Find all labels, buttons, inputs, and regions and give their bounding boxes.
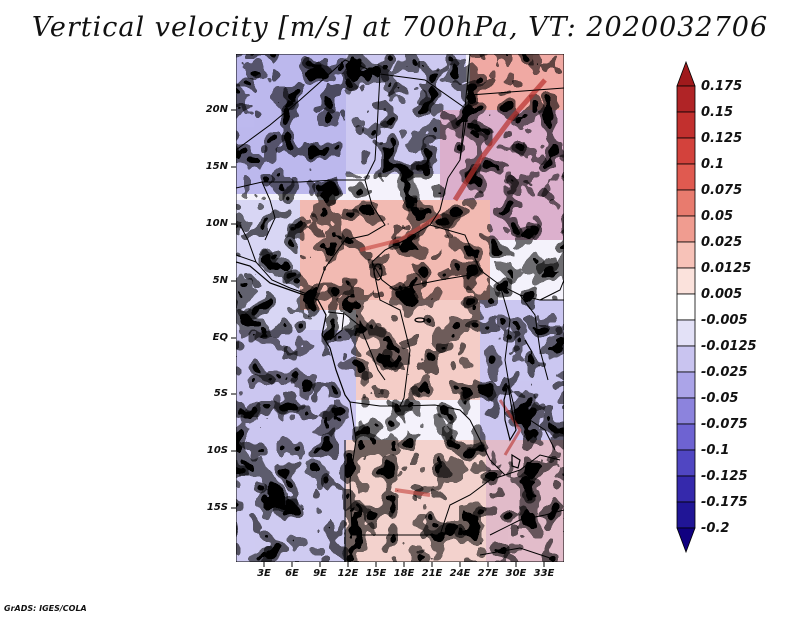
colorbar (676, 60, 696, 554)
lakes (373, 263, 533, 469)
colorbar-label: 0.125 (701, 131, 743, 146)
colorbar-label: -0.025 (701, 365, 748, 380)
lon-label-27e: 27E (477, 568, 499, 579)
colorbar-segment (676, 215, 696, 243)
colorbar-segment (676, 371, 696, 399)
lat-label-10s: 10S (206, 445, 228, 456)
colorbar-segment (676, 423, 696, 451)
map-title: Vertical velocity [m/s] at 700hPa, VT: 2… (31, 12, 769, 43)
colorbar-label: 0.175 (701, 79, 743, 94)
colorbar-segment (676, 345, 696, 373)
lat-label-5s: 5S (213, 388, 228, 399)
colorbar-label: 0.025 (701, 235, 743, 250)
lat-label-15s: 15S (206, 502, 228, 513)
colorbar-label: 0.1 (701, 157, 725, 172)
colorbar-segment (676, 241, 696, 269)
colorbar-segment (676, 449, 696, 477)
coastline (236, 261, 351, 403)
lon-label-3e: 3E (257, 568, 271, 579)
colorbar-segment (676, 501, 696, 529)
colorbar-label: 0.075 (701, 183, 743, 198)
lon-label-6e: 6E (285, 568, 299, 579)
lon-tick-marks (263, 562, 545, 567)
colorbar-segment (676, 60, 696, 87)
lat-label-5n: 5N (212, 275, 228, 286)
lon-label-21e: 21E (421, 568, 443, 579)
colorbar-segment (676, 293, 696, 321)
colorbar-label: -0.005 (701, 313, 748, 328)
colorbar-label: -0.0125 (701, 339, 757, 354)
colorbar-segment (676, 527, 696, 554)
lon-label-33e: 33E (533, 568, 555, 579)
lon-label-30e: 30E (505, 568, 527, 579)
colorbar-label: -0.125 (701, 469, 748, 484)
colorbar-segment (676, 319, 696, 347)
map-panel (236, 54, 564, 562)
colorbar-segment (676, 397, 696, 425)
lon-label-12e: 12E (337, 568, 359, 579)
lon-label-9e: 9E (313, 568, 327, 579)
colorbar-label: 0.15 (701, 105, 734, 120)
colorbar-segment (676, 189, 696, 217)
velocity-field-blue (236, 54, 564, 562)
lat-tick-marks (231, 109, 236, 509)
colorbar-label: -0.075 (701, 417, 748, 432)
colorbar-segment (676, 85, 696, 113)
colorbar-label: -0.1 (701, 443, 730, 458)
colorbar-segment (676, 267, 696, 295)
country-borders (236, 54, 564, 562)
credit-text: GrADS: IGES/COLA (4, 604, 87, 613)
colorbar-label: 0.0125 (701, 261, 752, 276)
lon-label-24e: 24E (449, 568, 471, 579)
colorbar-label: -0.2 (701, 521, 730, 536)
lon-label-15e: 15E (365, 568, 387, 579)
colorbar-segment (676, 163, 696, 191)
lat-label-15n: 15N (205, 161, 228, 172)
colorbar-segment (676, 111, 696, 139)
colorbar-label: 0.005 (701, 287, 743, 302)
colorbar-label: 0.05 (701, 209, 734, 224)
colorbar-segment (676, 137, 696, 165)
lon-label-18e: 18E (393, 568, 415, 579)
colorbar-label: -0.175 (701, 495, 748, 510)
lat-label-20n: 20N (205, 104, 228, 115)
colorbar-label: -0.05 (701, 391, 739, 406)
lat-label-10n: 10N (205, 218, 228, 229)
lat-label-eq: EQ (212, 332, 228, 343)
colorbar-segment (676, 475, 696, 503)
